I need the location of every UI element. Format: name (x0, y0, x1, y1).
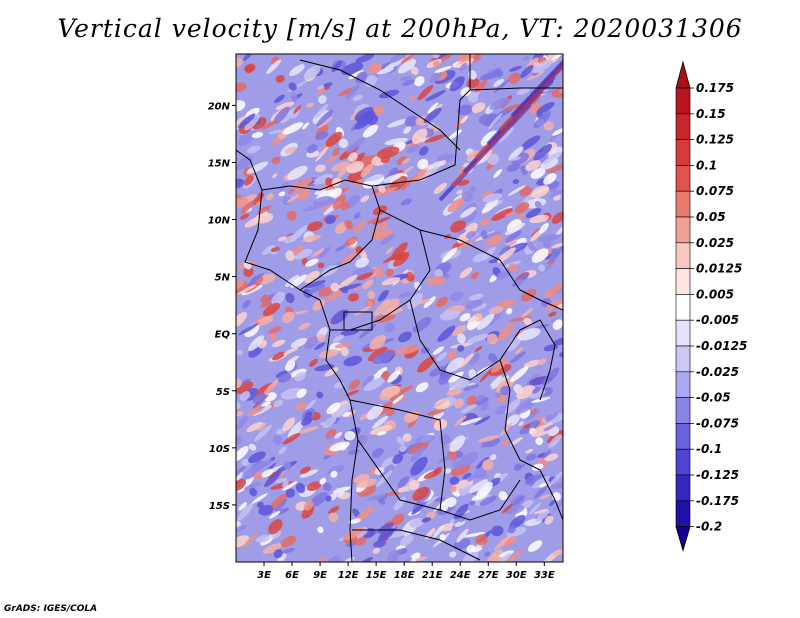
colorbar-label: -0.005 (696, 313, 739, 327)
colorbar-segment (675, 216, 691, 244)
colorbar-label: -0.175 (696, 494, 739, 508)
colorbar-segment (675, 87, 691, 115)
colorbar-segment (675, 500, 691, 527)
grads-credit: GrADS: IGES/COLA (4, 604, 98, 614)
colorbar-label: 0.15 (696, 107, 726, 121)
colorbar-segment (675, 268, 691, 295)
lat-tick-label: 15S (209, 501, 230, 512)
colorbar-label: -0.05 (696, 391, 731, 405)
lon-tick-label: 33E (534, 570, 555, 581)
colorbar-label: -0.125 (696, 468, 739, 482)
colorbar-segment (675, 371, 691, 398)
colorbar-label: 0.125 (696, 133, 734, 147)
lat-tick-label: 20N (208, 101, 231, 112)
velocity-field (236, 54, 563, 562)
colorbar-bottom-arrow (675, 526, 691, 553)
lon-tick-label: 18E (394, 570, 415, 581)
lon-tick-label: 21E (422, 570, 443, 581)
lon-tick-label: 12E (338, 570, 359, 581)
colorbar-label: 0.025 (696, 236, 734, 250)
colorbar-label: -0.0125 (696, 339, 747, 353)
country-borders (236, 54, 563, 562)
colorbar-label: 0.1 (696, 158, 717, 172)
lon-tick-label: 27E (478, 570, 499, 581)
colorbar: 0.175 0.15 0.125 0.1 0.075 0.05 0.025 0.0125 0.0… (675, 60, 747, 553)
lon-tick-label: 6E (285, 570, 299, 581)
chart-title: Vertical velocity [m/s] at 200hPa, VT: 2… (57, 14, 743, 43)
colorbar-segment (675, 113, 691, 140)
map-frame (235, 53, 564, 563)
colorbar-label: 0.0125 (696, 262, 742, 276)
lat-axis: 20N 15N 10N 5N EQ 5S 10S 15S (208, 101, 236, 512)
lat-tick-label: EQ (215, 330, 231, 341)
colorbar-label: 0.05 (696, 210, 726, 224)
colorbar-label: 0.075 (696, 184, 734, 198)
colorbar-label: -0.075 (696, 416, 739, 430)
lat-tick-label: 5S (216, 387, 230, 398)
lon-tick-label: 9E (313, 570, 327, 581)
colorbar-label: 0.005 (696, 287, 734, 301)
colorbar-segment (675, 294, 691, 321)
colorbar-segment (675, 397, 691, 424)
lat-tick-label: 5N (215, 273, 231, 284)
colorbar-segment (675, 190, 691, 218)
colorbar-top-arrow (675, 60, 691, 89)
colorbar-segment (675, 319, 691, 347)
lat-tick-label: 10N (208, 216, 231, 227)
lon-tick-label: 24E (450, 570, 471, 581)
lon-tick-label: 3E (257, 570, 271, 581)
lat-tick-label: 10S (209, 444, 230, 455)
colorbar-segment (675, 423, 691, 450)
colorbar-segment (675, 139, 691, 166)
lat-tick-label: 15N (208, 158, 231, 169)
colorbar-segment (675, 474, 691, 502)
colorbar-label: -0.2 (696, 520, 722, 534)
colorbar-segment (675, 165, 691, 192)
lon-tick-label: 30E (506, 570, 527, 581)
colorbar-segment (675, 345, 691, 373)
colorbar-label: -0.1 (696, 442, 722, 456)
lon-tick-label: 15E (366, 570, 387, 581)
lon-axis: 3E 6E 9E 12E 15E 18E 21E 24E 27E 30E 33E (257, 562, 555, 581)
colorbar-label: 0.175 (696, 81, 734, 95)
colorbar-segment (675, 448, 691, 476)
colorbar-label: -0.025 (696, 365, 739, 379)
colorbar-segment (675, 242, 691, 269)
